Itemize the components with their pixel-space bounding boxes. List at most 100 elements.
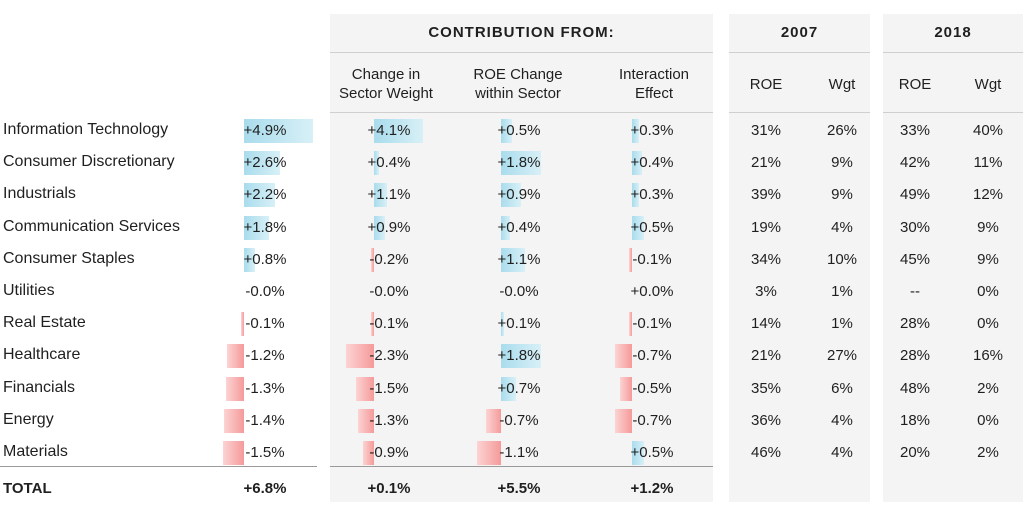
- weight-bar: [371, 312, 374, 337]
- weight-bar: [374, 119, 424, 143]
- roe-bar: [501, 183, 521, 208]
- roe-bar: [501, 247, 526, 272]
- weight-value: -0.2%: [369, 250, 409, 268]
- roe07-value: 21%: [750, 154, 782, 172]
- roe07-value: 3%: [755, 283, 777, 300]
- roe18-value: 49%: [899, 186, 931, 204]
- total-weight-value: +0.1%: [367, 480, 411, 497]
- roe-value: +0.9%: [497, 186, 541, 204]
- total-value: +2.6%: [243, 154, 287, 172]
- roe-bar: [501, 215, 510, 240]
- wgt18-value: 12%: [972, 186, 1004, 204]
- header-divider: [883, 52, 1023, 53]
- roe-bar: [501, 151, 541, 176]
- total-bar: [244, 183, 275, 208]
- header-divider: [729, 52, 870, 53]
- wgt18-value: 0%: [977, 411, 999, 429]
- sector-name: Materials: [3, 443, 68, 460]
- sector-name: Information Technology: [3, 121, 169, 138]
- weight-bar: [371, 247, 374, 272]
- inter-bar: [632, 215, 644, 240]
- total-bar: [244, 151, 281, 176]
- roe-value: -0.7%: [499, 411, 539, 429]
- total-value: +1.8%: [243, 218, 287, 236]
- inter-value: +0.3%: [630, 186, 674, 204]
- total-interaction-value: +1.2%: [630, 480, 674, 497]
- total-value: -1.5%: [245, 444, 285, 461]
- inter-bar: [620, 376, 632, 401]
- roe-value: +0.5%: [497, 122, 541, 139]
- roe18-value: 45%: [899, 250, 931, 268]
- roe-bar: [501, 119, 512, 143]
- roe18-value: 42%: [899, 154, 931, 172]
- roe07-value: 35%: [750, 379, 782, 397]
- roe-value: +0.4%: [497, 218, 541, 236]
- inter-bar: [632, 119, 640, 143]
- weight-value: -0.1%: [369, 315, 409, 333]
- inter-value: -0.1%: [632, 250, 672, 268]
- wgt07-value: 26%: [826, 122, 858, 139]
- wgt07-value: 4%: [831, 411, 853, 429]
- total-bar: [241, 312, 244, 337]
- roe-bar: [501, 344, 541, 369]
- roe-value: +0.1%: [497, 315, 541, 333]
- total-value: +6.8%: [243, 480, 287, 497]
- weight-header-line2: Sector Weight: [339, 85, 433, 102]
- sector-name: Consumer Discretionary: [3, 153, 175, 171]
- wgt18-value: 9%: [977, 218, 999, 236]
- total-value: -1.3%: [245, 379, 285, 397]
- sector-name: Healthcare: [3, 346, 81, 364]
- roe18-value: 48%: [899, 379, 931, 397]
- weight-value: +1.1%: [367, 186, 411, 204]
- roe-column-header: ROE Change within Sector: [460, 65, 576, 103]
- total-value: -1.4%: [245, 411, 285, 429]
- wgt18-value: 0%: [977, 315, 999, 333]
- weight-value: -1.5%: [369, 379, 409, 397]
- total-bar: [224, 408, 244, 433]
- total-value: -1.2%: [245, 347, 285, 365]
- inter-value: -0.7%: [632, 411, 672, 429]
- weight-value: +0.9%: [367, 218, 411, 236]
- total-bar: [244, 119, 313, 143]
- roe18-value: --: [910, 283, 920, 300]
- roe18-value: 30%: [899, 218, 931, 236]
- total-bar: [227, 344, 244, 369]
- inter-bar: [632, 183, 640, 208]
- roe-bar: [485, 408, 501, 433]
- inter-bar: [632, 151, 642, 176]
- roe-header-line1: ROE Change: [473, 66, 563, 83]
- roe18-value: 33%: [899, 122, 931, 139]
- roe18-value: 18%: [899, 411, 931, 429]
- wgt07-value: 9%: [831, 186, 853, 204]
- roe-value: -0.0%: [499, 283, 539, 300]
- total-value: -0.0%: [245, 283, 285, 300]
- sector-name: Industrials: [3, 185, 76, 203]
- roe07-value: 21%: [750, 347, 782, 365]
- total-bar: [244, 247, 256, 272]
- weight-bar: [374, 151, 379, 176]
- wgt18-value: 11%: [973, 154, 1003, 172]
- roe07-value: 46%: [750, 444, 782, 461]
- total-value: -0.1%: [245, 315, 285, 333]
- sector-name: Energy: [3, 410, 54, 428]
- sector-name: Utilities: [3, 282, 55, 299]
- inter-value: +0.4%: [630, 154, 674, 172]
- roe-value: +0.7%: [497, 379, 541, 397]
- weight-value: -1.3%: [369, 411, 409, 429]
- wgt07-value: 1%: [831, 315, 853, 333]
- roe07-value: 14%: [750, 315, 782, 333]
- weight-bar: [363, 441, 374, 465]
- year-2018-panel: [883, 14, 1023, 502]
- weight-value: -0.9%: [369, 444, 409, 461]
- sector-name: Financials: [3, 378, 76, 396]
- weight-header-line1: Change in: [351, 66, 421, 83]
- wgt07-value: 4%: [831, 218, 853, 236]
- inter-bar: [629, 312, 632, 337]
- roe18-value: 28%: [899, 347, 931, 365]
- weight-value: -2.3%: [369, 347, 409, 365]
- roe07-value: 34%: [750, 250, 782, 268]
- weight-bar: [374, 215, 385, 240]
- subheader-divider: [330, 112, 713, 113]
- wgt07-value: 9%: [831, 154, 853, 172]
- roe-bar: [476, 441, 501, 465]
